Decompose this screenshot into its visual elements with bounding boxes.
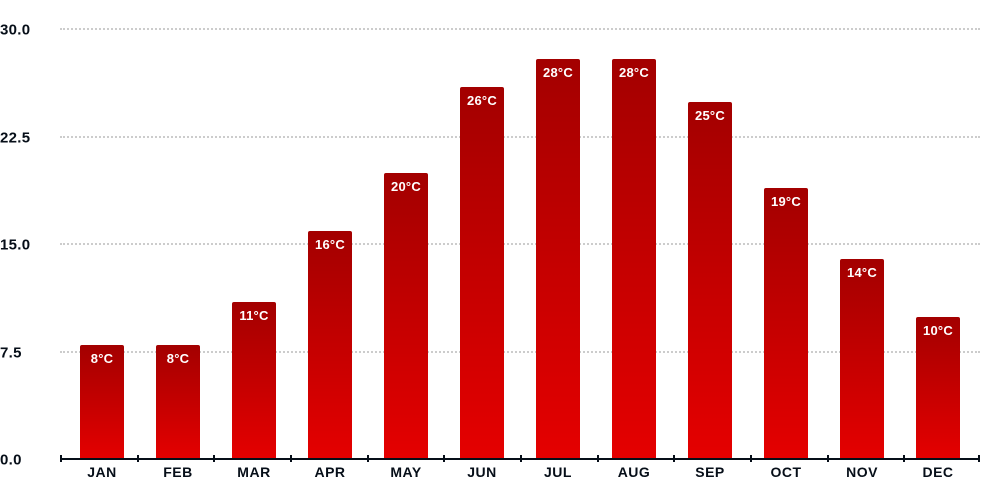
x-tick-label: OCT <box>748 464 824 480</box>
y-tick-label: 30.0 <box>0 22 50 39</box>
bar-jan: 8°C <box>80 345 124 460</box>
bar-nov: 14°C <box>840 259 884 460</box>
bar-jul: 28°C <box>536 59 580 460</box>
bar-dec: 10°C <box>916 317 960 460</box>
bar-mar: 11°C <box>232 302 276 460</box>
bar-slot: 14°C <box>824 30 900 460</box>
bar-sep: 25°C <box>688 102 732 460</box>
x-tick-label: FEB <box>140 464 216 480</box>
bar-value-label: 11°C <box>239 308 268 323</box>
y-tick-label: 0.0 <box>0 452 50 469</box>
bar-slot: 11°C <box>216 30 292 460</box>
x-tick-label: JUL <box>520 464 596 480</box>
bar-slot: 28°C <box>520 30 596 460</box>
bar-slot: 20°C <box>368 30 444 460</box>
bar-value-label: 28°C <box>543 65 573 80</box>
x-tick-label: NOV <box>824 464 900 480</box>
x-tick-label: APR <box>292 464 368 480</box>
bar-may: 20°C <box>384 173 428 460</box>
bar-value-label: 8°C <box>91 351 113 366</box>
bar-value-label: 28°C <box>619 65 649 80</box>
bar-value-label: 25°C <box>695 108 725 123</box>
x-labels: JAN FEB MAR APR MAY JUN JUL AUG SEP OCT … <box>60 464 980 480</box>
y-tick-label: 22.5 <box>0 129 50 146</box>
bar-feb: 8°C <box>156 345 200 460</box>
temperature-bar-chart: 0.0 7.5 15.0 22.5 30.0 8°C 8°C 11°C <box>60 30 980 460</box>
bar-value-label: 10°C <box>923 323 953 338</box>
bar-value-label: 8°C <box>167 351 189 366</box>
bar-value-label: 20°C <box>391 179 421 194</box>
bar-slot: 26°C <box>444 30 520 460</box>
bar-jun: 26°C <box>460 87 504 460</box>
bar-value-label: 26°C <box>467 93 497 108</box>
bar-oct: 19°C <box>764 188 808 460</box>
y-tick-label: 15.0 <box>0 237 50 254</box>
bar-slot: 28°C <box>596 30 672 460</box>
bars-container: 8°C 8°C 11°C 16°C 20°C <box>60 30 980 460</box>
bar-value-label: 14°C <box>847 265 877 280</box>
x-axis <box>60 458 980 460</box>
bar-slot: 16°C <box>292 30 368 460</box>
bar-apr: 16°C <box>308 231 352 460</box>
bar-aug: 28°C <box>612 59 656 460</box>
x-tick-label: JAN <box>64 464 140 480</box>
bar-slot: 8°C <box>140 30 216 460</box>
x-tick-label: SEP <box>672 464 748 480</box>
x-tick-label: MAY <box>368 464 444 480</box>
bar-value-label: 16°C <box>315 237 345 252</box>
bar-slot: 10°C <box>900 30 976 460</box>
bar-value-label: 19°C <box>771 194 801 209</box>
bar-slot: 8°C <box>64 30 140 460</box>
y-tick-label: 7.5 <box>0 344 50 361</box>
bar-slot: 25°C <box>672 30 748 460</box>
plot-area: 0.0 7.5 15.0 22.5 30.0 8°C 8°C 11°C <box>60 30 980 460</box>
x-tick-label: MAR <box>216 464 292 480</box>
x-tick-label: JUN <box>444 464 520 480</box>
bar-slot: 19°C <box>748 30 824 460</box>
x-tick-label: DEC <box>900 464 976 480</box>
x-tick-label: AUG <box>596 464 672 480</box>
